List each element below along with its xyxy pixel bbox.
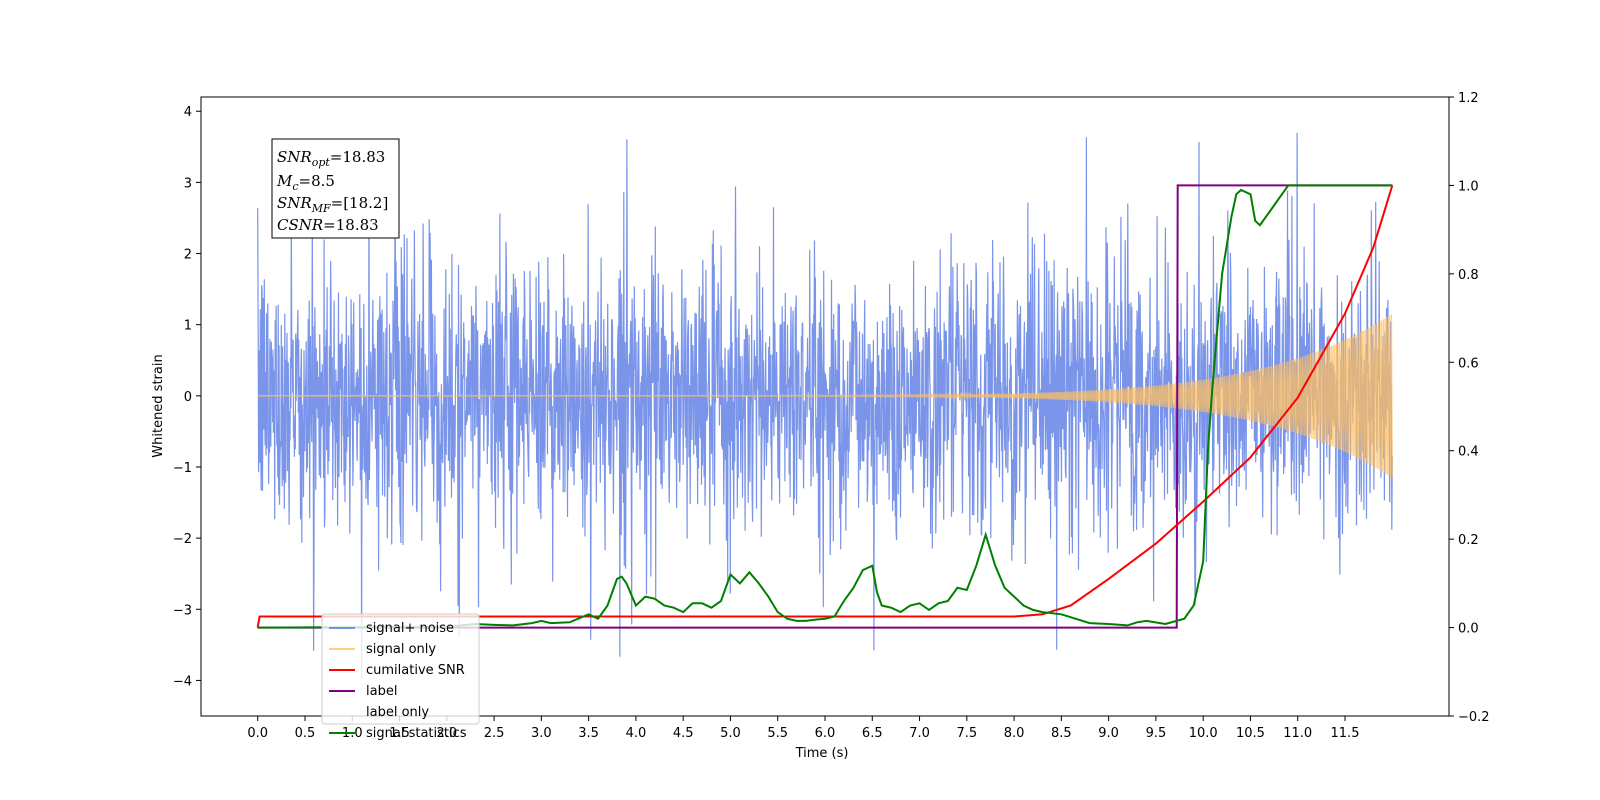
x-tick-label: 11.0 xyxy=(1283,726,1312,741)
series-signal-statistics-line xyxy=(257,184,1393,629)
annotation-snr-mf: SNRMF=[18.2] xyxy=(277,194,388,215)
annotation-snr-opt: SNRopt=18.83 xyxy=(277,148,385,169)
y-tick-label: −3 xyxy=(173,603,192,618)
y-tick-label: 0 xyxy=(184,390,192,405)
y-tick-label: −1 xyxy=(173,461,192,476)
x-tick-label: 3.5 xyxy=(578,726,599,741)
y2-tick-label: 1.0 xyxy=(1458,179,1479,194)
x-tick-label: 8.0 xyxy=(1004,726,1025,741)
annotation-box: SNRopt=18.83 Mc=8.5 SNRMF=[18.2] CSNR=18… xyxy=(271,138,400,239)
x-tick-label: 9.0 xyxy=(1098,726,1119,741)
x-tick-label: 5.0 xyxy=(720,726,741,741)
x-tick-label: 4.5 xyxy=(673,726,694,741)
y2-tick-label: 0.6 xyxy=(1458,356,1479,371)
x-tick-label: 9.5 xyxy=(1146,726,1167,741)
legend-entry: label xyxy=(366,684,397,699)
legend-entry: signal only xyxy=(366,642,436,657)
x-tick-label: 5.5 xyxy=(767,726,788,741)
annotation-mc: Mc=8.5 xyxy=(276,172,335,193)
y2-tick-label: −0.2 xyxy=(1458,710,1490,725)
x-tick-label: 3.0 xyxy=(531,726,552,741)
y-axis-right: −0.2 0.0 0.2 0.4 0.6 0.8 1.0 1.2 xyxy=(1449,91,1490,725)
x-tick-label: 0.0 xyxy=(247,726,268,741)
y2-tick-label: 0.0 xyxy=(1458,622,1479,637)
legend-entry: signal statistics xyxy=(366,726,467,741)
x-axis-label: Time (s) xyxy=(795,746,849,761)
series-signal-noise-line xyxy=(257,132,1393,680)
x-tick-label: 4.0 xyxy=(626,726,647,741)
series-layer xyxy=(256,132,1394,680)
y-axis-left: −4 −3 −2 −1 0 1 2 3 4 xyxy=(173,105,201,689)
x-tick-label: 2.0 xyxy=(436,726,457,741)
x-tick-label: 11.5 xyxy=(1331,726,1360,741)
x-tick-label: 0.5 xyxy=(295,726,316,741)
x-tick-label: 7.5 xyxy=(956,726,977,741)
y-tick-label: 3 xyxy=(184,176,192,191)
legend-entry: signal+ noise xyxy=(366,621,454,636)
y-tick-label: 1 xyxy=(184,319,192,334)
y-axis-label: Whitened strain xyxy=(151,354,166,457)
y-tick-label: −4 xyxy=(173,674,192,689)
y-tick-label: −2 xyxy=(173,532,192,547)
series-cumilative-snr-line xyxy=(256,185,1394,628)
legend-frame xyxy=(321,613,480,725)
legend-entry: cumilative SNR xyxy=(366,663,465,678)
x-tick-label: 1.5 xyxy=(389,726,410,741)
y2-tick-label: 0.8 xyxy=(1458,268,1479,283)
x-tick-label: 8.5 xyxy=(1051,726,1072,741)
x-tick-label: 6.5 xyxy=(862,726,883,741)
y-tick-label: 2 xyxy=(184,248,192,263)
series-signal-only-line xyxy=(257,314,1393,478)
annotation-frame xyxy=(271,138,400,239)
y-tick-label: 4 xyxy=(184,105,192,120)
x-tick-label: 2.5 xyxy=(484,726,505,741)
x-tick-label: 10.5 xyxy=(1236,726,1265,741)
y2-tick-label: 0.4 xyxy=(1458,445,1479,460)
x-tick-label: 7.0 xyxy=(909,726,930,741)
y2-tick-label: 0.2 xyxy=(1458,533,1479,548)
annotation-csnr: CSNR=18.83 xyxy=(277,216,379,234)
legend: signal+ noise signal only cumilative SNR la… xyxy=(321,613,480,741)
series-label-line xyxy=(257,184,1393,629)
x-tick-label: 6.0 xyxy=(815,726,836,741)
legend-entry: label only xyxy=(366,705,429,720)
x-axis: 0.0 0.5 1.0 1.5 2.0 2.5 3.0 3.5 4.0 4.5 5.0 5.5 6.0 6… xyxy=(247,716,1359,741)
x-tick-label: 10.0 xyxy=(1189,726,1218,741)
y2-tick-label: 1.2 xyxy=(1458,91,1479,106)
